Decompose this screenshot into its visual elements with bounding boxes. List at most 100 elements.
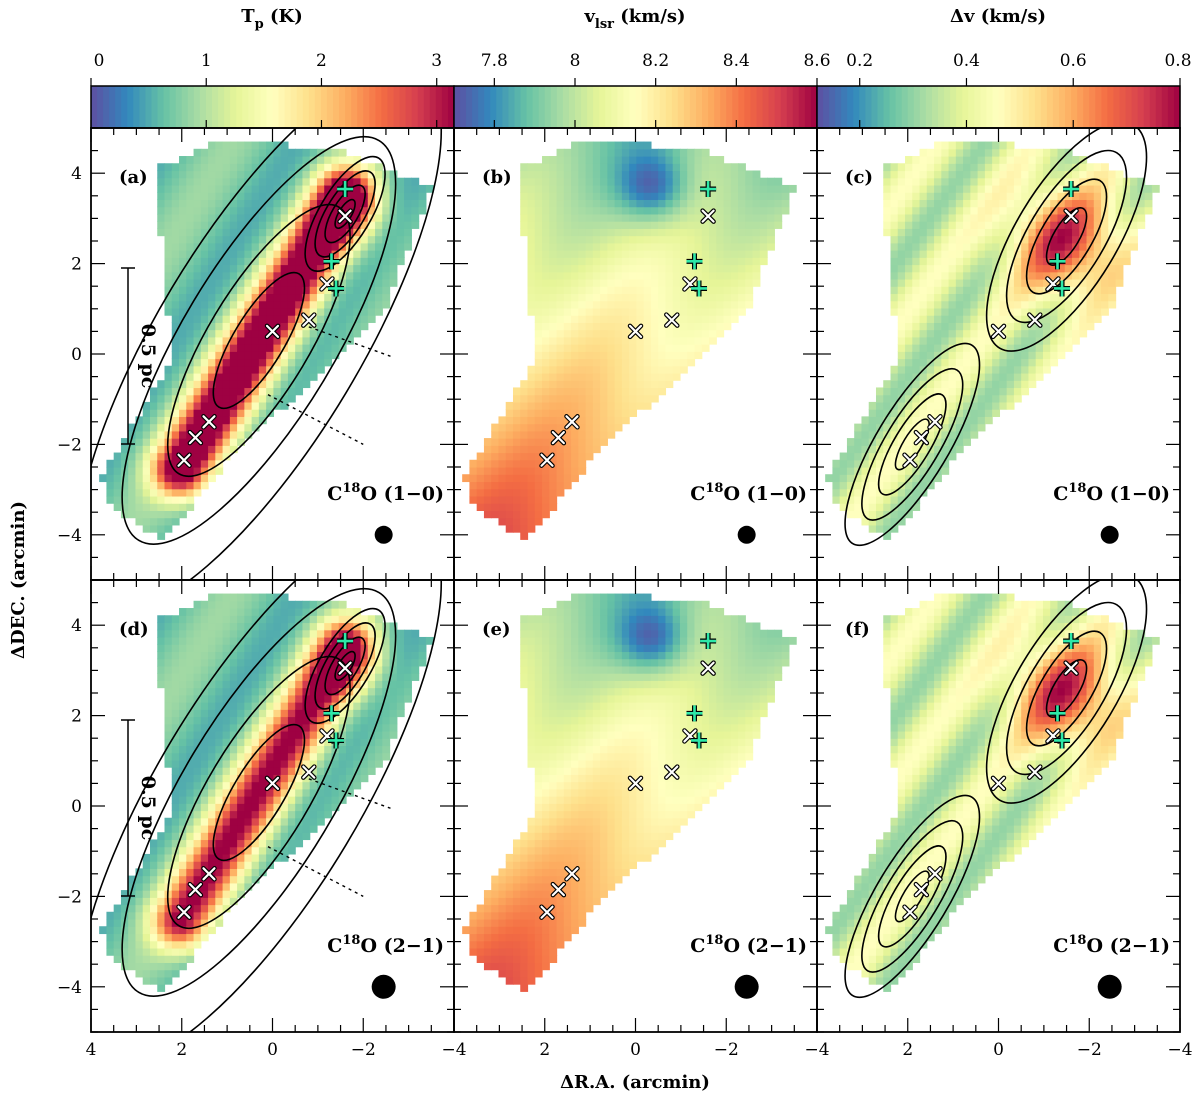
contour-line	[91, 580, 443, 1032]
transition-label: C18O (1−0)	[327, 481, 444, 505]
contour-line	[861, 367, 964, 521]
colorbar-dv-title: Δv (km/s)	[950, 6, 1046, 27]
colorbar-tp-title: Tp (K)	[241, 6, 302, 32]
beam-circle	[1097, 974, 1122, 999]
contour-line	[212, 723, 306, 862]
colorbar-tick-label: 8.2	[642, 51, 669, 71]
map-panel-a: (a) C18O (1−0)	[91, 128, 444, 580]
x-axis-title: ΔR.A. (arcmin)	[560, 1072, 710, 1093]
colorbar-tick-label: 8	[570, 51, 581, 71]
x-tick-label: −4	[441, 1040, 466, 1060]
panel-letter: (a)	[119, 167, 148, 188]
map-panel-b: (b) C18O (1−0)	[462, 141, 807, 544]
contour-line	[166, 655, 351, 930]
transition-label: C18O (1−0)	[1053, 481, 1170, 505]
beam-circle	[737, 525, 756, 544]
contour-line	[324, 636, 366, 696]
y-tick-label: −2	[57, 435, 82, 455]
colorbar-tick-label: 0.4	[953, 51, 980, 71]
colorbar-vlsr-title: vlsr (km/s)	[583, 6, 685, 32]
transition-label: C18O (1−0)	[690, 481, 807, 505]
contour-line	[985, 580, 1148, 804]
panel-letter: (b)	[482, 167, 512, 188]
contour-set	[844, 580, 1148, 999]
y-tick-label: 0	[71, 797, 82, 817]
contour-line	[877, 393, 947, 496]
contour-line	[861, 819, 964, 973]
y-axis-title: ΔDEC. (arcmin)	[8, 501, 29, 659]
x-tick-label: 0	[630, 1040, 641, 1060]
contour-line	[844, 342, 981, 547]
contour-line	[1025, 630, 1108, 747]
y-tick-label: 2	[71, 707, 82, 727]
map-panel-d: (d) C18O (2−1)	[91, 580, 444, 1032]
contour-line	[166, 203, 351, 478]
contour-line	[877, 845, 947, 948]
map-panel-f: (f) C18O (2−1)	[825, 580, 1170, 999]
x-tick-label: −4	[1167, 1040, 1192, 1060]
contour-line	[1005, 601, 1128, 776]
colorbar-tick-label: 8.4	[723, 51, 750, 71]
x-tick-label: 4	[86, 1040, 97, 1060]
panel-letter: (c)	[845, 167, 873, 188]
y-tick-label: 4	[71, 616, 82, 636]
colorbar-tick-label: 2	[316, 51, 327, 71]
y-tick-label: 4	[71, 164, 82, 184]
panel-letter: (e)	[482, 619, 511, 640]
contour-line	[985, 128, 1148, 352]
dotted-line	[267, 846, 364, 898]
scale-bar-label: 0.5 pc	[137, 776, 159, 841]
contour-line	[121, 135, 397, 545]
dotted-line	[308, 326, 391, 357]
contour-line	[314, 622, 376, 710]
contour-set	[91, 128, 443, 580]
y-tick-label: 2	[71, 255, 82, 275]
contour-set	[844, 128, 1148, 547]
colorbar-tick-label: 1	[201, 51, 212, 71]
panel-letter: (d)	[119, 619, 149, 640]
map-panel-c: (c) C18O (1−0)	[825, 128, 1170, 547]
x-tick-label: 2	[539, 1040, 550, 1060]
x-tick-label: 0	[267, 1040, 278, 1060]
transition-label: C18O (2−1)	[690, 933, 807, 957]
colorbar-tick-label: 0	[94, 51, 105, 71]
contour-set	[91, 580, 443, 1032]
x-tick-label: 0	[993, 1040, 1004, 1060]
contour-line	[894, 870, 930, 923]
colorbar-dv: Δv (km/s) 0.2 0.4 0.6 0.8	[816, 6, 1192, 129]
beam-circle	[374, 525, 393, 544]
scale-bar-bottom: 0.5 pc	[121, 719, 159, 897]
y-tick-label: −4	[57, 526, 82, 546]
beam-circle	[734, 974, 759, 999]
contour-line	[1045, 659, 1088, 718]
transition-label: C18O (2−1)	[327, 933, 444, 957]
contour-line	[844, 794, 981, 999]
colorbar-tick-label: 0.6	[1060, 51, 1087, 71]
x-tick-label: −2	[714, 1040, 739, 1060]
x-tick-label: −2	[1077, 1040, 1102, 1060]
contour-line	[91, 128, 443, 580]
contour-line	[304, 155, 386, 272]
dotted-line	[308, 778, 391, 809]
beam-circle	[371, 974, 396, 999]
contour-line	[1045, 207, 1088, 266]
colorbar-tick-label: 7.8	[481, 51, 508, 71]
colorbar-vlsr: vlsr (km/s) 7.8 8 8.2 8.4 8.6	[453, 6, 831, 129]
contour-line	[212, 271, 306, 410]
x-tick-label: 2	[902, 1040, 913, 1060]
contour-line	[894, 418, 930, 471]
contour-line	[1005, 149, 1128, 324]
x-tick-label: 2	[176, 1040, 187, 1060]
dotted-line	[267, 394, 364, 446]
contour-line	[314, 170, 376, 258]
colorbar-tick-label: 0.8	[1164, 51, 1191, 71]
map-panel-e: (e) C18O (2−1)	[462, 593, 807, 999]
colorbar-tick-label: 3	[431, 51, 442, 71]
y-tick-label: 0	[71, 345, 82, 365]
colorbar-tick-label: 0.2	[846, 51, 873, 71]
transition-label: C18O (2−1)	[1053, 933, 1170, 957]
contour-line	[324, 184, 366, 244]
panel-letter: (f)	[845, 619, 870, 640]
x-tick-label: −2	[351, 1040, 376, 1060]
y-tick-label: −2	[57, 887, 82, 907]
